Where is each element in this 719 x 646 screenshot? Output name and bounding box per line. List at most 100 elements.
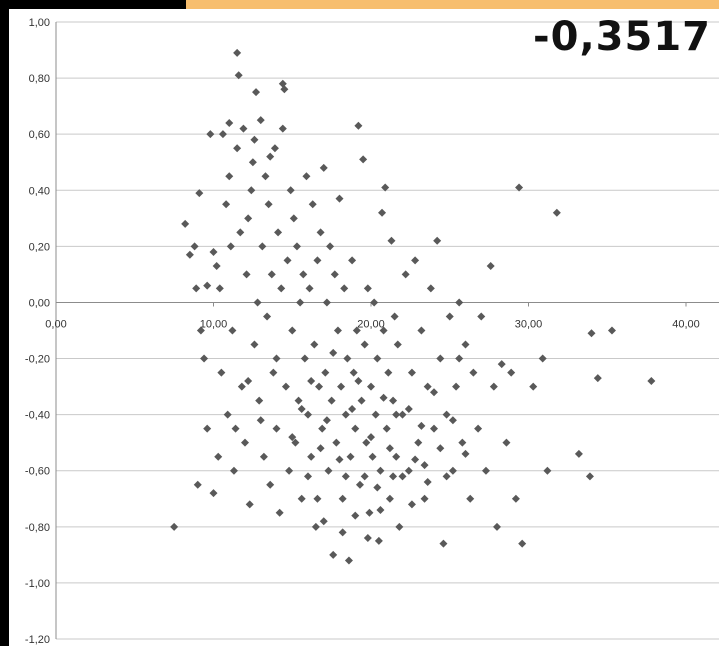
data-point bbox=[247, 186, 256, 195]
data-point bbox=[332, 438, 341, 447]
y-tick-label: 0,60 bbox=[29, 129, 50, 141]
y-tick-labels: 1,00 0,80 0,60 0,40 0,20 0,00 -0,20 -0,40 -0,60 -… bbox=[25, 17, 50, 646]
data-point bbox=[200, 354, 209, 363]
data-point bbox=[181, 219, 190, 228]
data-point bbox=[225, 172, 234, 181]
y-tick-label: 0,20 bbox=[29, 241, 50, 253]
data-point bbox=[233, 144, 242, 153]
data-point bbox=[348, 405, 357, 414]
data-point bbox=[423, 477, 432, 486]
x-tick-label: 30,00 bbox=[515, 318, 543, 330]
correlation-value: -0,3517 bbox=[533, 14, 711, 60]
data-point bbox=[278, 79, 287, 88]
data-point bbox=[647, 376, 656, 385]
data-point bbox=[352, 326, 361, 335]
data-point bbox=[379, 326, 388, 335]
data-point bbox=[448, 416, 457, 425]
data-point bbox=[439, 539, 448, 548]
y-tick-label: 0,40 bbox=[29, 185, 50, 197]
data-point bbox=[511, 494, 520, 503]
grid-lines bbox=[56, 21, 719, 640]
data-point bbox=[436, 354, 445, 363]
y-tick-label: 1,00 bbox=[29, 17, 50, 29]
data-point bbox=[349, 368, 358, 377]
data-point bbox=[370, 298, 379, 307]
data-point bbox=[363, 534, 372, 543]
data-point bbox=[319, 163, 328, 172]
data-point bbox=[338, 494, 347, 503]
data-point bbox=[304, 472, 312, 481]
data-point bbox=[248, 158, 257, 167]
data-point bbox=[327, 396, 336, 405]
data-point bbox=[477, 312, 486, 321]
data-point bbox=[203, 281, 212, 290]
data-point bbox=[341, 410, 350, 419]
data-point bbox=[333, 326, 342, 335]
data-point bbox=[266, 152, 275, 161]
data-point bbox=[217, 368, 226, 377]
data-point bbox=[507, 368, 516, 377]
data-point bbox=[226, 242, 235, 251]
y-tick-label: -0,40 bbox=[25, 410, 50, 422]
data-point bbox=[236, 228, 245, 237]
data-point bbox=[264, 200, 273, 209]
data-point bbox=[497, 360, 506, 369]
data-point bbox=[285, 466, 294, 475]
axes bbox=[55, 22, 719, 639]
data-point bbox=[382, 424, 391, 433]
data-point bbox=[407, 500, 416, 509]
data-point bbox=[346, 452, 355, 461]
data-point bbox=[354, 121, 363, 130]
data-point bbox=[376, 466, 385, 475]
data-point bbox=[351, 511, 360, 520]
data-point bbox=[269, 368, 278, 377]
data-point bbox=[252, 88, 261, 97]
data-point bbox=[318, 424, 327, 433]
data-point bbox=[242, 270, 251, 279]
data-point bbox=[360, 472, 369, 481]
data-point bbox=[593, 374, 602, 383]
data-point bbox=[299, 270, 308, 279]
data-point bbox=[417, 421, 426, 430]
data-point bbox=[307, 376, 316, 385]
data-point bbox=[266, 480, 275, 489]
data-point bbox=[272, 424, 281, 433]
data-point bbox=[404, 466, 413, 475]
data-point bbox=[277, 284, 286, 293]
data-point bbox=[267, 270, 276, 279]
data-point bbox=[294, 396, 303, 405]
data-point bbox=[574, 449, 583, 458]
data-point bbox=[212, 261, 221, 270]
data-point bbox=[256, 116, 265, 125]
data-point bbox=[355, 480, 364, 489]
data-point bbox=[315, 382, 324, 391]
data-point bbox=[215, 284, 224, 293]
data-point bbox=[228, 326, 237, 335]
y-tick-label: -1,00 bbox=[25, 578, 50, 590]
data-point bbox=[280, 85, 289, 94]
data-point bbox=[258, 242, 267, 251]
data-point bbox=[466, 494, 475, 503]
data-point bbox=[341, 472, 350, 481]
data-point bbox=[392, 452, 401, 461]
data-point bbox=[278, 124, 287, 133]
data-point bbox=[337, 382, 346, 391]
data-point bbox=[371, 410, 380, 419]
data-point bbox=[288, 433, 297, 442]
data-point bbox=[302, 172, 311, 181]
data-point bbox=[373, 483, 382, 492]
data-point bbox=[395, 522, 404, 531]
data-point bbox=[389, 396, 398, 405]
data-point bbox=[486, 261, 495, 270]
data-point bbox=[374, 536, 383, 545]
data-point bbox=[363, 284, 372, 293]
data-point bbox=[378, 208, 387, 217]
data-point bbox=[244, 376, 253, 385]
top-frame-bar bbox=[0, 0, 186, 9]
data-point bbox=[401, 270, 410, 279]
data-point bbox=[192, 284, 201, 293]
data-point bbox=[390, 312, 399, 321]
data-point bbox=[305, 284, 314, 293]
data-point bbox=[455, 354, 464, 363]
x-tick-label: 10,00 bbox=[200, 318, 228, 330]
